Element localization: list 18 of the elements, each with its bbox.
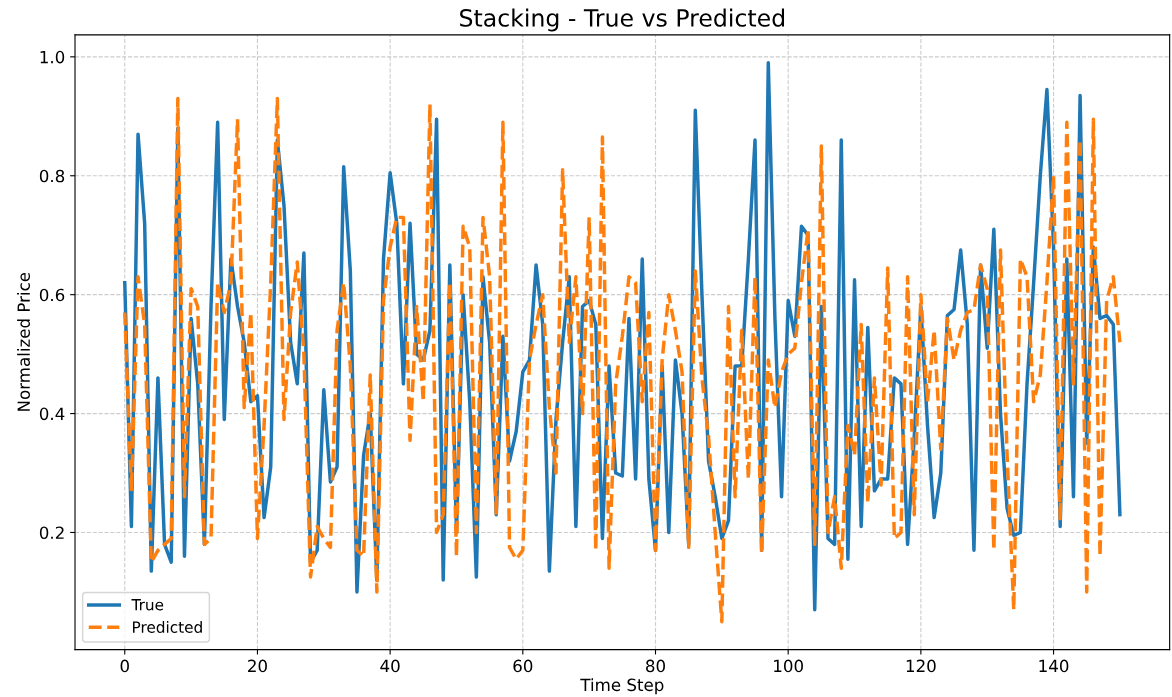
chart-title: Stacking - True vs Predicted <box>460 8 785 32</box>
y-tick-label: 0.2 <box>39 526 64 540</box>
y-tick-label: 0.8 <box>39 169 65 183</box>
y-axis-title: Normalized Price <box>17 272 30 411</box>
x-tick-label: 140 <box>1039 659 1069 673</box>
y-tick-label: 1.0 <box>40 50 65 64</box>
legend-label: Predicted <box>133 621 202 633</box>
x-tick-label: 0 <box>120 659 129 673</box>
x-tick-label: 120 <box>906 659 936 673</box>
legend-label: True <box>131 599 164 611</box>
x-tick-label: 80 <box>646 659 665 673</box>
x-tick-label: 100 <box>774 659 803 673</box>
x-tick-label: 40 <box>380 659 400 673</box>
y-tick-label: 0.6 <box>39 288 65 302</box>
y-tick-label: 0.4 <box>39 407 65 421</box>
x-axis-title: Time Step <box>580 678 664 695</box>
x-tick-label: 20 <box>248 659 267 673</box>
x-tick-label: 60 <box>513 659 533 673</box>
